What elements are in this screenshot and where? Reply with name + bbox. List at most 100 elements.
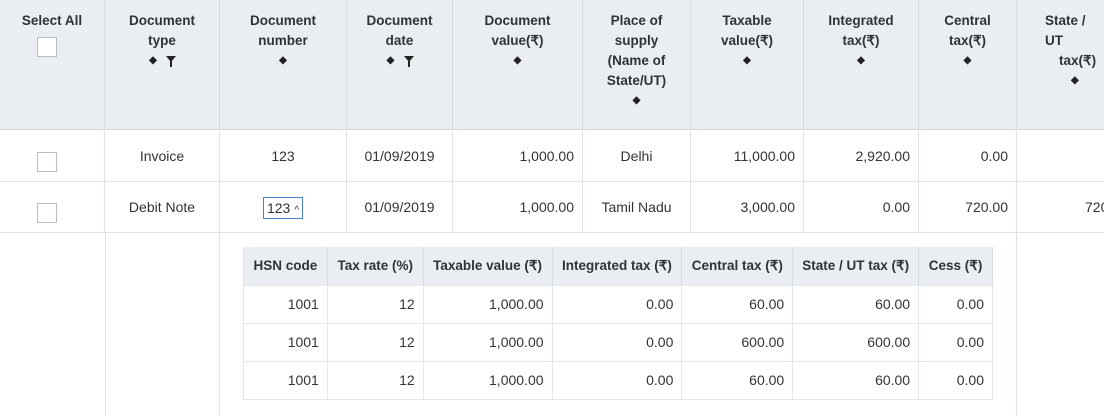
hsn-code-cell: 1001 bbox=[243, 322, 328, 361]
taxable-value-cell: 1,000.00 bbox=[423, 322, 553, 361]
state-ut-tax-value: 720.00 bbox=[1085, 199, 1104, 215]
state-ut-tax-cell: 60.00 bbox=[792, 360, 920, 400]
item-details-header-row: HSN code Tax rate (%) Taxable value (₹) … bbox=[243, 247, 993, 285]
header-document-number[interactable]: Document number ◆ bbox=[220, 0, 347, 130]
select-all-checkbox[interactable] bbox=[37, 37, 57, 57]
cess-cell: 0.00 bbox=[918, 322, 993, 361]
taxable-value-header[interactable]: Taxable value (₹) bbox=[423, 247, 553, 285]
header-label: State/UT) bbox=[606, 73, 667, 88]
header-label: Document bbox=[249, 13, 316, 28]
header-label: number bbox=[258, 33, 308, 48]
integrated-tax-cell: 2,920.00 bbox=[804, 131, 919, 182]
header-integrated-tax[interactable]: Integrated tax(₹) ◆ bbox=[804, 0, 919, 130]
document-date-cell: 01/09/2019 bbox=[347, 182, 453, 233]
document-type-cell: Debit Note bbox=[105, 182, 220, 233]
tax-rate-cell: 12 bbox=[327, 284, 424, 323]
sort-icon[interactable]: ◆ bbox=[743, 55, 751, 66]
sort-icon[interactable]: ◆ bbox=[1071, 75, 1079, 86]
header-state-ut-tax[interactable]: State / UT tax(₹) ◆ bbox=[1017, 0, 1104, 130]
header-label: tax(₹) bbox=[948, 33, 987, 48]
integrated-tax-header[interactable]: Integrated tax (₹) bbox=[552, 247, 683, 285]
row-select-cell bbox=[0, 182, 105, 233]
state-ut-tax-header[interactable]: State / UT tax (₹) bbox=[792, 247, 920, 285]
item-detail-row: 1001 12 1,000.00 0.00 600.00 600.00 0.00 bbox=[243, 322, 993, 361]
header-label: date bbox=[385, 33, 414, 48]
central-tax-cell: 60.00 bbox=[681, 360, 794, 400]
item-detail-row: 1001 12 1,000.00 0.00 60.00 60.00 0.00 bbox=[243, 360, 993, 400]
detail-left-border bbox=[105, 233, 106, 416]
header-label: value(₹) bbox=[491, 33, 544, 48]
state-ut-tax-cell bbox=[1017, 131, 1104, 182]
row-checkbox[interactable] bbox=[37, 152, 57, 172]
document-date-cell: 01/09/2019 bbox=[347, 131, 453, 182]
sort-icon[interactable]: ◆ bbox=[149, 55, 157, 66]
central-tax-cell: 60.00 bbox=[681, 284, 794, 323]
sort-icon[interactable]: ◆ bbox=[513, 55, 522, 66]
header-label: type bbox=[148, 33, 176, 48]
sort-icon[interactable]: ◆ bbox=[857, 55, 865, 66]
row-select-cell bbox=[0, 131, 105, 182]
integrated-tax-cell: 0.00 bbox=[804, 182, 919, 233]
header-label: (Name of bbox=[607, 53, 666, 68]
header-central-tax[interactable]: Central tax(₹) ◆ bbox=[919, 0, 1017, 130]
tax-rate-cell: 12 bbox=[327, 360, 424, 400]
detail-inner-left-border bbox=[219, 233, 220, 416]
header-label: Document bbox=[484, 13, 551, 28]
header-label: Central bbox=[944, 13, 991, 28]
document-number-value: 123 bbox=[266, 200, 291, 216]
header-select-all: Select All bbox=[0, 0, 105, 130]
cess-header[interactable]: Cess (₹) bbox=[918, 247, 993, 285]
cess-cell: 0.00 bbox=[918, 284, 993, 323]
integrated-tax-cell: 0.00 bbox=[552, 322, 683, 361]
header-select-all-label: Select All bbox=[21, 13, 83, 28]
sort-icon[interactable]: ◆ bbox=[386, 55, 395, 66]
central-tax-header[interactable]: Central tax (₹) bbox=[681, 247, 794, 285]
central-tax-cell: 600.00 bbox=[681, 322, 794, 361]
document-number-cell: 123 bbox=[220, 131, 347, 182]
header-label: tax(₹) bbox=[1059, 53, 1097, 68]
detail-right-border bbox=[1016, 233, 1017, 416]
header-label: supply bbox=[614, 33, 659, 48]
taxable-value-cell: 3,000.00 bbox=[691, 182, 804, 233]
sort-icon[interactable]: ◆ bbox=[963, 55, 972, 66]
sort-icon[interactable]: ◆ bbox=[632, 95, 641, 106]
filter-icon[interactable] bbox=[166, 56, 176, 67]
central-tax-cell: 0.00 bbox=[919, 131, 1017, 182]
header-label: Integrated bbox=[828, 13, 894, 28]
taxable-value-cell: 1,000.00 bbox=[423, 360, 553, 400]
filter-icon[interactable] bbox=[403, 56, 414, 67]
header-document-type[interactable]: Document type ◆ bbox=[105, 0, 220, 130]
table-row[interactable]: Invoice 123 01/09/2019 1,000.00 Delhi 11… bbox=[0, 131, 1104, 182]
integrated-tax-cell: 0.00 bbox=[552, 284, 683, 323]
document-number-expand-toggle[interactable]: 123 ^ bbox=[262, 197, 304, 219]
tax-rate-header[interactable]: Tax rate (%) bbox=[327, 247, 424, 285]
header-document-value[interactable]: Document value(₹) ◆ bbox=[453, 0, 583, 130]
integrated-tax-cell: 0.00 bbox=[552, 360, 683, 400]
place-of-supply-cell: Delhi bbox=[583, 131, 691, 182]
hsn-code-cell: 1001 bbox=[243, 284, 328, 323]
table-row[interactable]: Debit Note 123 ^ 01/09/2019 1,000.00 Tami… bbox=[0, 182, 1104, 233]
taxable-value-cell: 1,000.00 bbox=[423, 284, 553, 323]
central-tax-cell: 720.00 bbox=[919, 182, 1017, 233]
row-checkbox[interactable] bbox=[37, 203, 57, 223]
state-ut-tax-cell: 600.00 bbox=[792, 322, 920, 361]
tax-rate-cell: 12 bbox=[327, 322, 424, 361]
place-of-supply-cell: Tamil Nadu bbox=[583, 182, 691, 233]
chevron-up-icon[interactable]: ^ bbox=[294, 205, 300, 216]
header-label: Place of bbox=[610, 13, 663, 28]
header-place-of-supply[interactable]: Place of supply (Name of State/UT) ◆ bbox=[583, 0, 691, 130]
hsn-code-header[interactable]: HSN code bbox=[243, 247, 328, 285]
header-label: Taxable bbox=[722, 13, 772, 28]
header-label: Document bbox=[128, 13, 195, 28]
sort-icon[interactable]: ◆ bbox=[279, 55, 287, 66]
item-detail-row: 1001 12 1,000.00 0.00 60.00 60.00 0.00 bbox=[243, 284, 993, 323]
document-type-cell: Invoice bbox=[105, 131, 220, 182]
header-label: State / UT bbox=[1045, 13, 1086, 48]
hsn-code-cell: 1001 bbox=[243, 360, 328, 400]
header-taxable-value[interactable]: Taxable value(₹) ◆ bbox=[691, 0, 804, 130]
header-document-date[interactable]: Document date ◆ bbox=[347, 0, 453, 130]
state-ut-tax-cell: 720.00 bbox=[1017, 182, 1104, 233]
state-ut-tax-cell: 60.00 bbox=[792, 284, 920, 323]
header-label: value(₹) bbox=[720, 33, 774, 48]
